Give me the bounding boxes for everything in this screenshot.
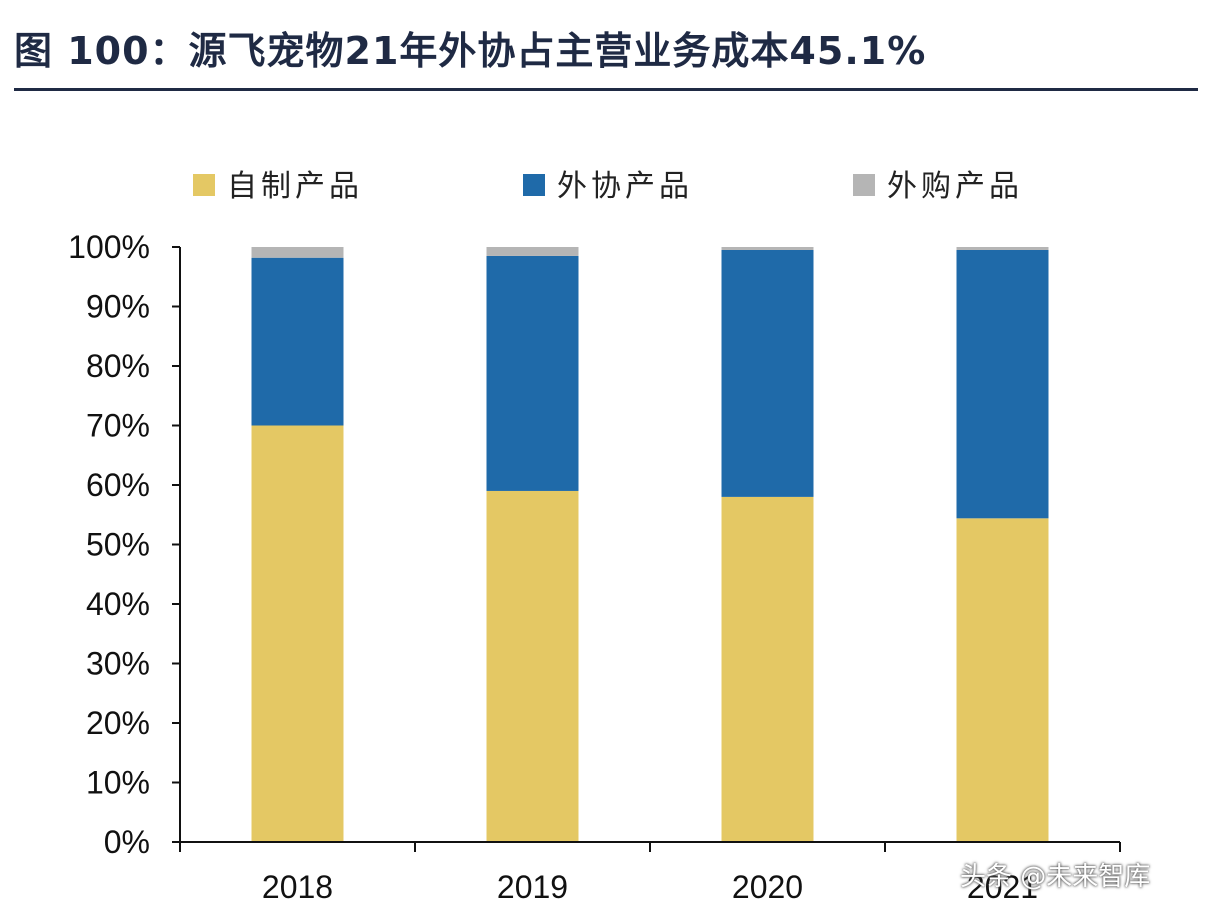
bar-2018-series-0 bbox=[251, 425, 344, 842]
y-tick-label-8: 80% bbox=[86, 348, 150, 384]
bar-2020-series-1 bbox=[721, 249, 814, 497]
y-tick-label-1: 10% bbox=[86, 765, 150, 801]
x-tick-label-2019: 2019 bbox=[497, 869, 568, 905]
legend-label-2: 外购产品 bbox=[887, 169, 1023, 204]
y-tick-label-6: 60% bbox=[86, 467, 150, 503]
legend-swatch-1 bbox=[523, 174, 545, 196]
y-tick-label-5: 50% bbox=[86, 527, 150, 563]
bar-2019-series-1 bbox=[486, 255, 579, 491]
legend-label-1: 外协产品 bbox=[557, 169, 693, 204]
watermark: 头条 @未来智库 bbox=[960, 862, 1151, 892]
bar-2018-series-1 bbox=[251, 257, 344, 426]
y-tick-label-0: 0% bbox=[104, 824, 150, 860]
bar-2019-series-0 bbox=[486, 490, 579, 842]
bar-2021-series-2 bbox=[956, 247, 1049, 250]
y-tick-label-9: 90% bbox=[86, 289, 150, 325]
bar-2020-series-0 bbox=[721, 496, 814, 842]
x-tick-label-2018: 2018 bbox=[262, 869, 333, 905]
legend-swatch-0 bbox=[193, 174, 215, 196]
y-tick-label-10: 100% bbox=[68, 229, 150, 265]
y-tick-label-4: 40% bbox=[86, 586, 150, 622]
x-tick-label-2021: 2021 bbox=[967, 869, 1038, 905]
y-tick-label-3: 30% bbox=[86, 646, 150, 682]
legend-swatch-2 bbox=[853, 174, 875, 196]
chart-title: 图 100：源飞宠物21年外协占主营业务成本45.1% bbox=[14, 29, 927, 73]
legend-label-0: 自制产品 bbox=[227, 169, 363, 204]
bar-2020-series-2 bbox=[721, 247, 814, 250]
y-tick-label-7: 70% bbox=[86, 408, 150, 444]
axes-group: 0% 10% 20% 30% 40% 50% 60% 70% 80% 90% 100% 2018 201… bbox=[68, 229, 1121, 905]
title-divider bbox=[14, 88, 1198, 91]
bars-group bbox=[251, 247, 1049, 842]
x-tick-label-2020: 2020 bbox=[732, 869, 803, 905]
chart-legend: 自制产品 外协产品 外购产品 bbox=[193, 169, 1023, 204]
y-tick-label-2: 20% bbox=[86, 705, 150, 741]
bar-2021-series-0 bbox=[956, 518, 1049, 842]
bar-2018-series-2 bbox=[251, 247, 344, 258]
bar-2019-series-2 bbox=[486, 247, 579, 256]
bar-2021-series-1 bbox=[956, 249, 1049, 519]
